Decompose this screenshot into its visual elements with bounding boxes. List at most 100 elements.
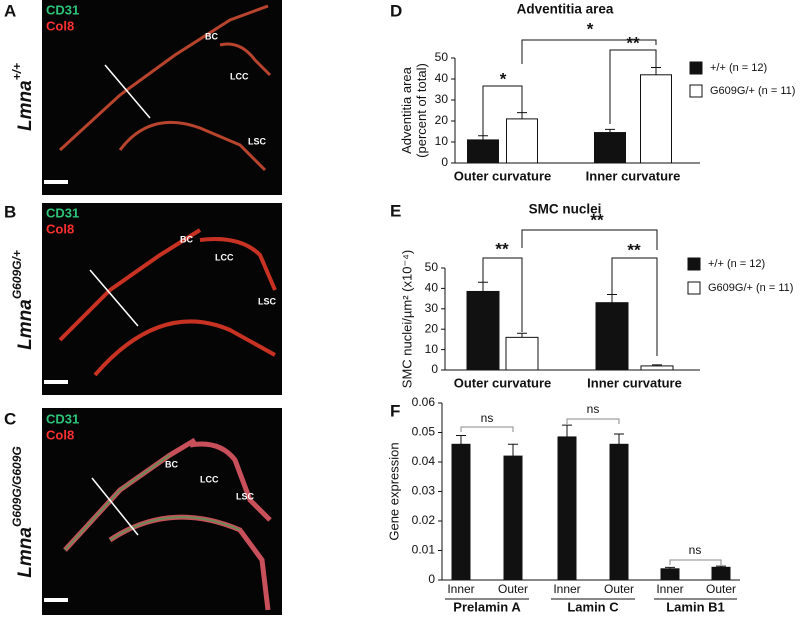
genotype-sup: G609G/G609G (10, 446, 24, 527)
micrograph (42, 203, 282, 395)
y-tick-label: 50 (425, 260, 439, 274)
significance-bracket (611, 257, 658, 356)
x-tick-label: Inner (553, 582, 580, 596)
genotype-sup: +/+ (10, 63, 24, 80)
panel-letter: D (390, 1, 402, 20)
cut-line (89, 269, 139, 327)
vessel-label: LSC (248, 136, 267, 146)
bar (660, 568, 680, 581)
genotype: LmnaG609G/G609G (10, 446, 36, 577)
panel-letter: A (4, 1, 16, 20)
vessel-label: LCC (200, 474, 219, 484)
bar (609, 443, 629, 581)
y-tick-label: 10 (425, 342, 439, 356)
x-tick-label: Outer (706, 582, 736, 596)
y-tick-label: 0 (431, 362, 438, 376)
genotype-base: Lmna (15, 527, 36, 578)
y-tick-label: 0.02 (412, 513, 436, 527)
vessel (58, 4, 272, 172)
legend-label: +/+ (n = 12) (708, 258, 765, 270)
genotype-base: Lmna (15, 80, 36, 131)
error-bar (562, 424, 572, 437)
y-tick-label: 0.04 (412, 454, 436, 468)
significance-bracket (521, 229, 658, 250)
legend-swatch (689, 61, 703, 75)
significance-label: ** (627, 240, 641, 259)
genotype: LmnaG609G/+ (10, 250, 36, 350)
y-tick-label: 0 (441, 155, 448, 169)
stain-label: CD31 (46, 2, 79, 17)
panel-letter: F (390, 401, 400, 420)
significance-bracket (460, 426, 514, 432)
bar (640, 74, 672, 164)
legend-label: G609G/+ (n = 11) (710, 85, 795, 97)
group-label: Prelamin A (453, 599, 521, 614)
x-tick-label: Inner curvature (587, 375, 682, 390)
significance-bracket (482, 257, 523, 332)
cut-line (104, 64, 151, 119)
legend-swatch (689, 84, 703, 98)
image-panel: A CD31 Col8 BC LCC LSC Lmna+/+ (4, 0, 282, 195)
micrograph (42, 0, 282, 195)
vessel-label: BC (165, 459, 178, 469)
bar (505, 336, 539, 371)
significance-label: * (500, 69, 507, 88)
y-tick-label: 30 (435, 92, 449, 106)
stain-label: CD31 (46, 205, 79, 220)
error-bar (605, 128, 615, 133)
x-tick-label: Outer curvature (454, 168, 552, 183)
y-tick-label: 40 (425, 281, 439, 295)
legend-label: G609G/+ (n = 11) (708, 282, 793, 294)
x-tick-label: Inner (447, 582, 474, 596)
significance-bracket (669, 559, 722, 565)
scale-bar (44, 380, 68, 384)
significance-bracket (521, 39, 657, 64)
y-axis-label: Adventitia area (399, 66, 414, 153)
vessel (58, 228, 277, 377)
y-tick-label: 20 (425, 321, 439, 335)
y-axis-label: Gene expression (386, 442, 401, 540)
significance-label: ** (590, 210, 604, 229)
significance-bracket (482, 85, 523, 138)
vessel-label: BC (180, 234, 193, 244)
stain-label: CD31 (46, 411, 79, 426)
bar (557, 436, 577, 581)
micrograph (42, 408, 282, 615)
group-label: Lamin C (567, 599, 619, 614)
x-tick-label: Outer curvature (454, 375, 552, 390)
legend-label: +/+ (n = 12) (710, 62, 767, 74)
y-tick-label: 40 (435, 71, 449, 85)
group-label: Lamin B1 (666, 599, 725, 614)
vessel-label: BC (205, 31, 218, 41)
y-tick-label: 50 (435, 50, 449, 64)
vessel-label: LCC (230, 71, 249, 81)
x-tick-label: Inner (656, 582, 683, 596)
image-panel: C CD31 Col8 BC LCC LSC LmnaG609G/G609G (4, 408, 282, 615)
y-tick-label: 20 (435, 113, 449, 127)
y-tick-label: 0.01 (412, 543, 436, 557)
panel-letter: E (390, 201, 401, 220)
genotype: Lmna+/+ (10, 63, 36, 131)
chart-title: SMC nuclei (529, 202, 602, 217)
panel-letter: B (4, 202, 16, 221)
legend-swatch (687, 281, 701, 295)
genotype-base: Lmna (15, 299, 36, 350)
significance-bracket (566, 418, 620, 424)
significance-bracket (609, 49, 657, 124)
y-axis-label: (percent of total) (414, 63, 429, 158)
x-tick-label: Outer (604, 582, 634, 596)
bar (451, 443, 471, 581)
error-bar (716, 565, 726, 568)
bar (711, 566, 731, 581)
bar (466, 290, 500, 371)
error-bar (456, 434, 466, 445)
cut-line (91, 477, 139, 536)
chart-title: Adventitia area (517, 2, 614, 17)
significance-label: ns (689, 543, 702, 557)
y-tick-label: 0.06 (412, 395, 436, 409)
stain-label: Col8 (46, 18, 74, 33)
bar (506, 118, 538, 164)
scale-bar (44, 180, 68, 184)
vessel-label: LSC (258, 296, 277, 306)
